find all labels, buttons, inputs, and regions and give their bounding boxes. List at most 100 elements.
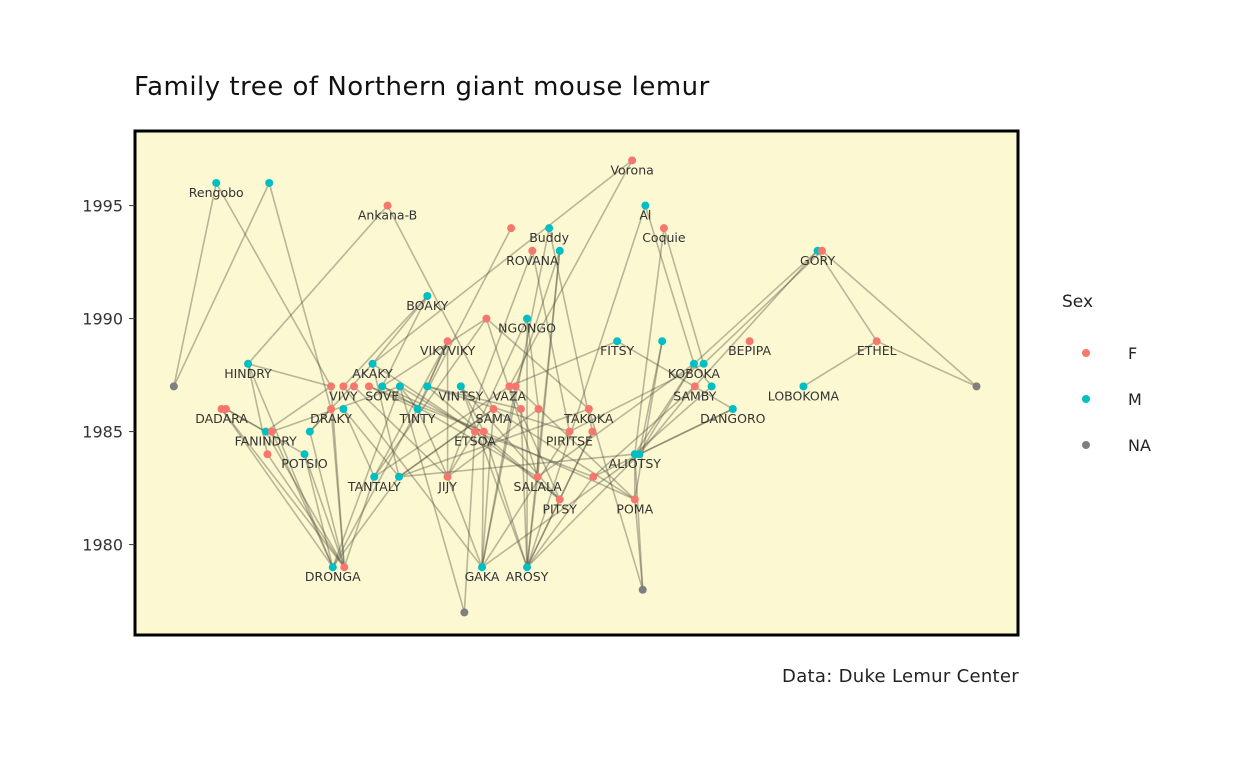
edge-samby-m1984c bbox=[638, 385, 696, 455]
edge-f1987a-f1979 bbox=[330, 386, 346, 568]
edge-jijy-gaka bbox=[446, 476, 483, 568]
point-f1987f bbox=[511, 382, 520, 391]
edge-gory-ethel bbox=[816, 250, 878, 342]
edge-draky-m1985b bbox=[309, 408, 332, 433]
label-al: Al bbox=[639, 208, 651, 223]
point-f1993b bbox=[817, 246, 826, 255]
edge-boaky-vivy bbox=[342, 295, 428, 387]
point-f1984a bbox=[263, 450, 272, 459]
label-lobokoma: LOBOKOMA bbox=[768, 388, 840, 403]
label-rengobo: Rengobo bbox=[189, 185, 244, 200]
point-buddy bbox=[545, 224, 554, 233]
edge-m1986a-tantaly bbox=[342, 408, 376, 478]
edge-f1984a-f1979 bbox=[266, 453, 345, 568]
y-tick-label-1995: 1995 bbox=[82, 197, 123, 216]
point-m1989 bbox=[658, 337, 667, 346]
edge-f1986d-arosy bbox=[520, 408, 528, 568]
edge-poma-na1978 bbox=[633, 499, 644, 590]
edge-vaza-pitsy bbox=[508, 386, 561, 500]
edge-rengobo-f1987a bbox=[215, 182, 332, 387]
label-sove: SOVE bbox=[365, 388, 399, 403]
chart-title: Family tree of Northern giant mouse lemu… bbox=[134, 72, 710, 102]
point-f1979 bbox=[340, 563, 349, 572]
point-f1985a bbox=[267, 427, 276, 436]
edge-f1985c-gaka bbox=[481, 431, 485, 568]
edge-al-koboka bbox=[644, 205, 695, 365]
edge-ankanab-sama bbox=[386, 205, 495, 410]
edge-m1984c-arosy bbox=[526, 453, 640, 568]
edge-rengobo-na1987a bbox=[173, 182, 218, 387]
point-m1987c bbox=[423, 382, 432, 391]
edge-piritse-m1987c bbox=[427, 385, 570, 433]
y-tick-label-1980: 1980 bbox=[82, 536, 123, 555]
label-salala: SALALA bbox=[513, 479, 562, 494]
edge-tantaly-f1979 bbox=[343, 476, 376, 568]
edge-m1987b-dronga bbox=[332, 386, 401, 568]
legend-item-f: F bbox=[1062, 330, 1151, 376]
point-na1978 bbox=[638, 585, 647, 594]
edge-f1985a-m1987b bbox=[271, 385, 401, 433]
edge-boaky-akaky bbox=[371, 295, 428, 365]
edge-coquie-m1988b bbox=[663, 227, 705, 365]
point-f1987d bbox=[364, 382, 373, 391]
edge-vivy-gaka bbox=[342, 385, 483, 568]
edge-jijy-etsoa bbox=[446, 431, 476, 478]
label-etsoa: ETSOA bbox=[454, 434, 496, 449]
nodes-layer bbox=[169, 156, 981, 617]
edge-m1986a-m1983b bbox=[342, 408, 400, 478]
label-bepipa: BEPIPA bbox=[728, 343, 771, 358]
edge-vintsy-f1985c bbox=[460, 386, 485, 432]
point-na1987b bbox=[972, 382, 981, 391]
label-draky: DRAKY bbox=[310, 411, 352, 426]
edge-al-arosy bbox=[526, 205, 647, 568]
edge-dangoro-m1984c bbox=[638, 408, 734, 455]
label-hindry: HINDRY bbox=[224, 366, 272, 381]
edge-sove-salala bbox=[381, 385, 539, 478]
edge-m1996b-draky bbox=[268, 182, 332, 410]
edge-koboka-m1987d bbox=[693, 363, 713, 387]
point-vikyviky bbox=[443, 337, 452, 346]
edge-coquie-aliotsy bbox=[633, 228, 665, 455]
label-poma: POMA bbox=[616, 501, 653, 516]
label-ankanab: Ankana-B bbox=[358, 208, 417, 223]
label-takoka: TAKOKA bbox=[563, 411, 614, 426]
edge-m1984c-gaka bbox=[481, 453, 640, 568]
edge-f1987c-jijy bbox=[353, 385, 449, 478]
edge-boaky-sove bbox=[381, 295, 428, 387]
edge-potsio-f1979 bbox=[303, 453, 346, 568]
edge-m1996b-na1987a bbox=[173, 182, 270, 387]
y-tick-label-1990: 1990 bbox=[82, 310, 123, 329]
edge-tinty-dronga bbox=[332, 408, 419, 568]
label-jijy: JIJY bbox=[437, 479, 457, 494]
point-na1977 bbox=[460, 608, 469, 617]
edge-tinty-jijy bbox=[416, 408, 449, 478]
edge-dadara-dronga bbox=[220, 408, 334, 568]
label-koboka: KOBOKA bbox=[668, 366, 721, 381]
point-f1985e bbox=[588, 427, 597, 436]
point-akaky bbox=[368, 359, 377, 368]
edge-m1993-salala bbox=[536, 250, 561, 477]
point-f1985c bbox=[479, 427, 488, 436]
point-vorona bbox=[628, 156, 637, 165]
edge-pitsy-vintsy bbox=[460, 385, 561, 500]
point-tantaly bbox=[370, 472, 379, 481]
edge-koboka-aliotsy bbox=[634, 363, 695, 455]
edge-draky-f1979 bbox=[330, 408, 346, 568]
edge-ankanab-hindry bbox=[247, 205, 389, 365]
edge-dadara-f1979 bbox=[220, 408, 345, 568]
y-tick-label-1985: 1985 bbox=[82, 423, 123, 442]
edge-f1990-sove bbox=[381, 317, 487, 388]
label-sama: SAMA bbox=[475, 411, 512, 426]
edge-vintsy-arosy bbox=[460, 386, 528, 568]
edge-hindry-f1987a bbox=[247, 363, 332, 388]
edge-m1989-poma bbox=[633, 341, 663, 500]
edge-hindry-f1984a bbox=[247, 363, 269, 455]
point-tinty bbox=[413, 404, 422, 413]
edge-etsoa-pitsy bbox=[474, 430, 561, 501]
label-vorona: Vorona bbox=[610, 162, 653, 177]
point-piritse bbox=[565, 427, 574, 436]
edge-ngongo-f1986e bbox=[526, 318, 540, 410]
label-fanindry: FANINDRY bbox=[235, 434, 297, 449]
edge-etsoa-na1977 bbox=[463, 431, 476, 613]
point-bepipa bbox=[745, 337, 754, 346]
